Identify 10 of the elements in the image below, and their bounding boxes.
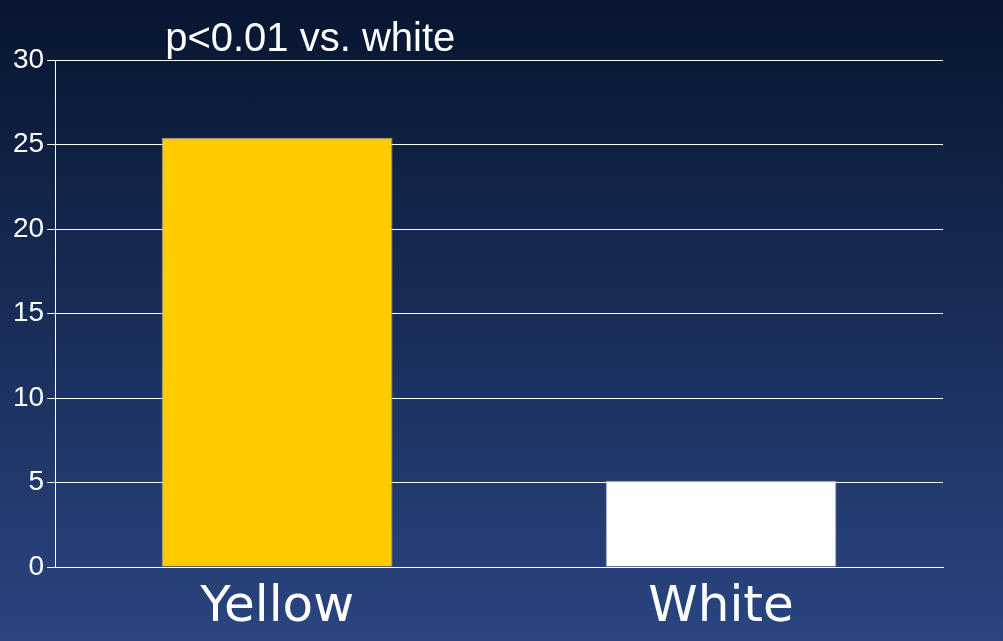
x-tick-label: Yellow [199,574,355,633]
y-tick-label: 0 [28,549,45,581]
y-tick-label: 20 [12,211,45,243]
y-tick-label: 30 [12,42,45,74]
y-tick-label: 25 [12,127,45,159]
text: p<0.01 vs. white [165,15,456,60]
x-tick-label: White [648,574,794,633]
y-tick-label: 15 [12,296,45,328]
y-tick-label: 10 [12,380,45,412]
y-tick-label: 5 [28,465,45,497]
